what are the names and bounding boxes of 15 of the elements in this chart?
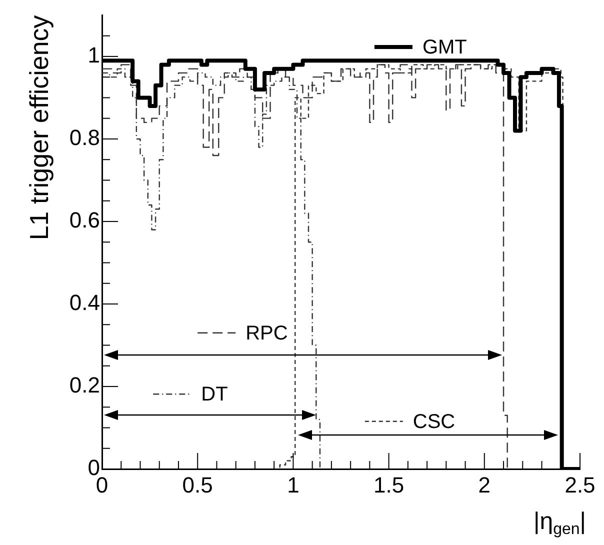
y-tick-label: 0.8 (69, 125, 100, 150)
y-tick-label: 0.2 (69, 372, 100, 398)
legend-label: CSC (412, 410, 456, 433)
y-tick-label: 1 (88, 42, 100, 68)
y-tick-label: 0.6 (69, 208, 100, 233)
x-tick-label: 0.5 (182, 472, 213, 498)
y-axis-title: L1 trigger efficiency (24, 15, 54, 240)
legend-label: RPC (246, 322, 288, 344)
x-tick-label: 1.5 (374, 472, 404, 498)
y-tick-label: 0.4 (69, 290, 100, 316)
legend-label: DT (201, 384, 228, 406)
x-tick-label: 1 (287, 472, 300, 498)
legend-label: GMT (422, 36, 467, 58)
x-tick-label: 2.5 (564, 472, 596, 498)
x-tick-label: 2 (478, 472, 491, 498)
